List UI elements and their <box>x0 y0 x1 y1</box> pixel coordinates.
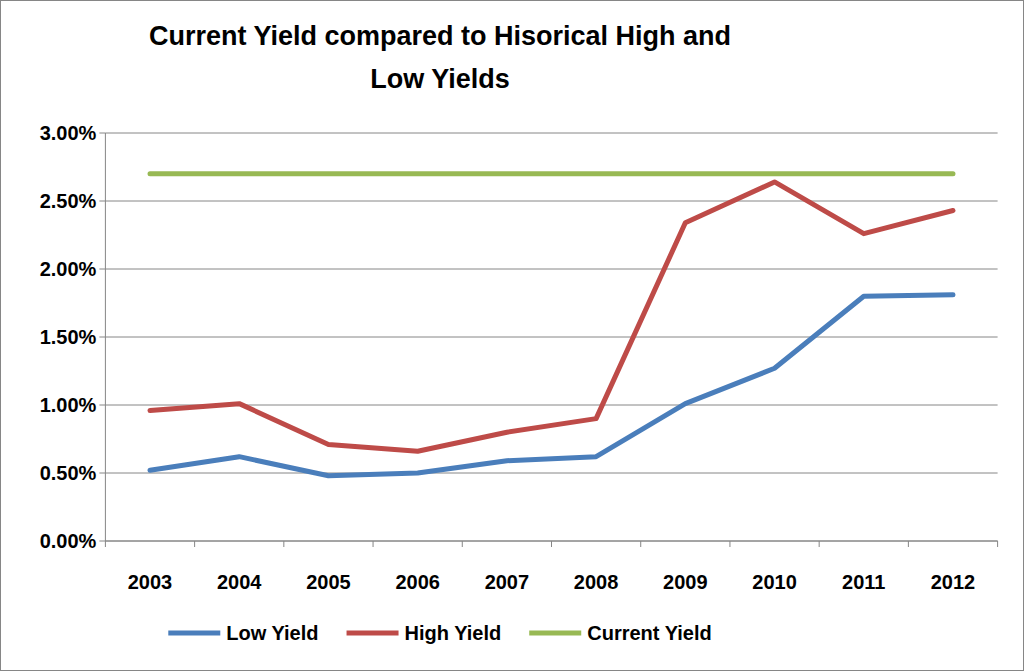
title: Current Yield compared to Hisorical High… <box>149 21 731 94</box>
chart: Current Yield compared to Hisorical High… <box>0 0 1024 671</box>
y-tick-label: 0.00% <box>40 530 97 552</box>
y-tick-label: 1.50% <box>40 326 97 348</box>
plot-area <box>150 174 953 476</box>
x-tick-label: 2012 <box>931 571 976 593</box>
legend-label: Low Yield <box>226 622 318 644</box>
legend-swatch <box>347 631 399 636</box>
x-tick <box>194 541 195 547</box>
grid-line <box>105 473 997 474</box>
title-line: Current Yield compared to Hisorical High… <box>149 21 731 51</box>
x-tick <box>729 541 730 547</box>
y-tick <box>99 133 105 134</box>
legend-label: High Yield <box>405 622 502 644</box>
y-tick <box>99 405 105 406</box>
x-tick-label: 2005 <box>306 571 351 593</box>
y-tick <box>99 473 105 474</box>
x-tick <box>373 541 374 547</box>
x-tick-label: 2007 <box>485 571 530 593</box>
x-tick-label: 2003 <box>128 571 173 593</box>
y-tick-label: 1.00% <box>40 394 97 416</box>
series-line <box>150 171 953 176</box>
legend-swatch <box>529 631 581 636</box>
legend: Low Yield High Yield Current Yield <box>168 622 711 644</box>
x-tick <box>551 541 552 547</box>
x-tick <box>640 541 641 547</box>
x-tick <box>105 541 106 547</box>
y-tick-label: 2.50% <box>40 190 97 212</box>
x-tick-label: 2004 <box>217 571 262 593</box>
x-tick <box>283 541 284 547</box>
x-tick <box>908 541 909 547</box>
x-tick-label: 2009 <box>663 571 708 593</box>
y-axis <box>105 133 106 541</box>
x-tick <box>997 541 998 547</box>
grid-line <box>105 269 997 270</box>
y-tick <box>99 541 105 542</box>
x-tick-label: 2008 <box>574 571 619 593</box>
x-tick-label: 2006 <box>395 571 440 593</box>
y-tick <box>99 201 105 202</box>
grid <box>99 133 997 541</box>
y-tick-label: 0.50% <box>40 462 97 484</box>
grid-line <box>105 201 997 202</box>
series-line <box>150 182 953 451</box>
grid-line <box>105 337 997 338</box>
x-tick-label: 2011 <box>842 571 885 593</box>
x-tick <box>462 541 463 547</box>
y-tick <box>99 337 105 338</box>
y-tick-label: 2.00% <box>40 258 97 280</box>
grid-line <box>105 133 997 134</box>
series-line <box>150 295 953 476</box>
legend-swatch <box>168 631 220 636</box>
title-line: Low Yields <box>370 64 510 94</box>
x-tick-label: 2010 <box>752 571 797 593</box>
legend-label: Current Yield <box>587 622 711 644</box>
x-tick <box>819 541 820 547</box>
y-tick-label: 3.00% <box>40 122 97 144</box>
chart-frame <box>1 1 1024 671</box>
y-tick <box>99 269 105 270</box>
